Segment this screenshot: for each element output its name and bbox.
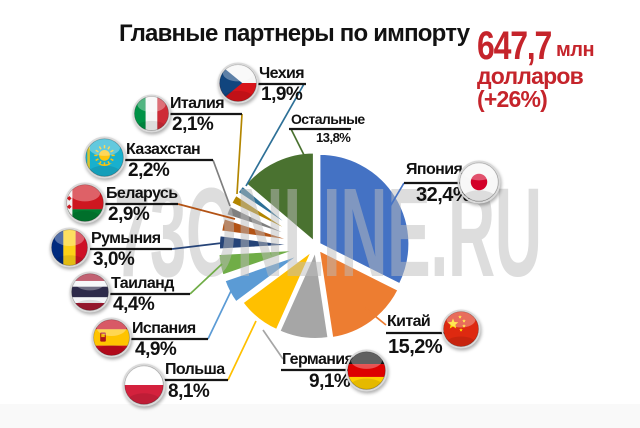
partner-name-thailand: Таиланд	[111, 275, 174, 292]
partner-share-italy: 2,1%	[172, 114, 214, 135]
partner-share-czech: 1,9%	[261, 84, 303, 105]
partner-name-others: Остальные	[291, 111, 365, 127]
partner-name-japan: Япония	[406, 161, 463, 178]
china-flag-icon	[441, 309, 481, 349]
spain-flag-icon	[90, 316, 132, 358]
romania-flag-icon	[48, 226, 90, 268]
poland-flag-icon	[122, 363, 166, 407]
italy-flag-icon	[131, 93, 171, 133]
partner-share-belarus: 2,9%	[108, 204, 150, 225]
partner-share-spain: 4,9%	[135, 339, 177, 360]
partner-name-germany: Германия	[282, 351, 354, 368]
partner-share-thailand: 4,4%	[113, 294, 155, 315]
stat-growth: (+26%)	[477, 86, 548, 112]
czech-flag-icon	[217, 62, 259, 104]
partner-name-romania: Румыния	[91, 230, 161, 247]
partner-name-poland: Польша	[165, 361, 225, 378]
partner-name-italy: Италия	[170, 95, 225, 112]
partner-name-kazakhstan: Казахстан	[126, 141, 201, 158]
partner-share-poland: 8,1%	[168, 381, 210, 402]
stat-unit: млн	[556, 39, 595, 61]
partner-share-kazakhstan: 2,2%	[128, 160, 170, 181]
partner-name-czech: Чехия	[259, 65, 305, 82]
stat-value: 647,7	[477, 24, 552, 68]
partner-share-romania: 3,0%	[93, 249, 135, 270]
page-title: Главные партнеры по импорту	[119, 20, 470, 47]
partner-share-japan: 32,4%	[416, 184, 471, 206]
kazakhstan-flag-icon	[82, 135, 126, 179]
belarus-flag-icon	[64, 182, 106, 224]
thailand-flag-icon	[69, 271, 111, 313]
stat-currency: долларов	[477, 63, 584, 89]
partner-name-china: Китай	[387, 313, 431, 330]
partner-share-others: 13,8%	[316, 130, 351, 145]
partner-name-spain: Испания	[132, 320, 196, 337]
partner-name-belarus: Беларусь	[106, 185, 178, 202]
partner-share-germany: 9,1%	[309, 371, 351, 392]
germany-flag-icon	[344, 348, 388, 392]
japan-flag-icon	[457, 160, 501, 204]
pie-slice-italy	[230, 193, 297, 236]
partner-share-china: 15,2%	[388, 336, 443, 358]
